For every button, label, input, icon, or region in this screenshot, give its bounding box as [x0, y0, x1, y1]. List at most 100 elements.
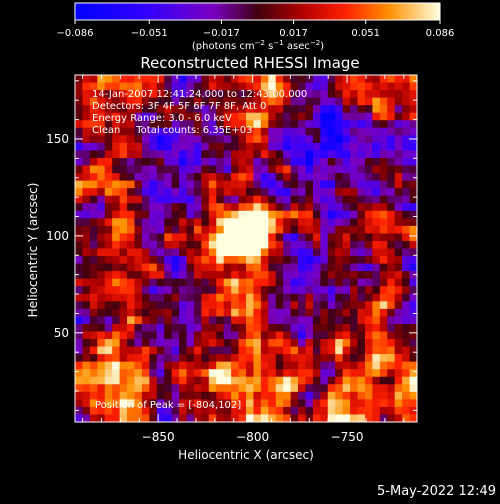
heatmap-cell — [275, 271, 284, 280]
heatmap-cell — [193, 112, 202, 121]
heatmap-cell — [246, 173, 255, 182]
heatmap-cell — [119, 135, 128, 144]
heatmap-cell — [201, 271, 210, 280]
heatmap-cell — [275, 256, 284, 265]
heatmap-cell — [89, 112, 98, 121]
heatmap-cell — [97, 82, 106, 91]
heatmap-cell — [201, 210, 210, 219]
heatmap-cell — [112, 97, 121, 106]
heatmap-cell — [141, 82, 150, 91]
heatmap-cell — [394, 105, 403, 114]
heatmap-cell — [342, 354, 351, 363]
heatmap-cell — [350, 142, 359, 152]
heatmap-cell — [238, 384, 247, 393]
heatmap-cell — [238, 339, 247, 348]
heatmap-cell — [238, 75, 247, 84]
heatmap-cell — [164, 188, 173, 197]
heatmap-cell — [238, 271, 247, 280]
heatmap-cell — [327, 278, 336, 287]
heatmap-cell — [320, 316, 329, 325]
heatmap-cell — [156, 256, 165, 265]
heatmap-cell — [379, 293, 388, 302]
heatmap-cell — [342, 90, 351, 99]
heatmap-cell — [379, 331, 388, 340]
heatmap-cell — [208, 271, 217, 280]
heatmap-cell — [186, 127, 195, 136]
heatmap-cell — [171, 278, 180, 287]
heatmap-cell — [156, 90, 165, 99]
heatmap-cell — [112, 195, 121, 204]
heatmap-cell — [149, 406, 158, 416]
heatmap-cell — [104, 218, 113, 227]
heatmap-cell — [164, 301, 173, 310]
heatmap-cell — [75, 263, 84, 272]
heatmap-cell — [134, 120, 143, 129]
heatmap-cell — [216, 346, 225, 355]
heatmap-cell — [364, 271, 373, 280]
heatmap-cell — [350, 316, 359, 325]
heatmap-cell — [82, 414, 91, 422]
heatmap-cell — [156, 346, 165, 355]
heatmap-cell — [238, 278, 247, 287]
heatmap-cell — [179, 376, 188, 385]
heatmap-cell — [402, 354, 411, 363]
heatmap-cell — [305, 293, 314, 302]
x-axis-ticks: −850 −800 −750 — [82, 75, 405, 444]
heatmap-cell — [327, 150, 336, 159]
heatmap-cell — [201, 278, 210, 287]
heatmap-cell — [97, 97, 106, 106]
heatmap-cell — [216, 339, 225, 348]
heatmap-cell — [320, 391, 329, 400]
heatmap-cell — [335, 369, 344, 378]
heatmap-cell — [201, 248, 210, 257]
heatmap-cell — [179, 105, 188, 114]
heatmap-cell — [335, 233, 344, 242]
heatmap-cell — [156, 180, 165, 189]
heatmap-cell — [104, 248, 113, 257]
heatmap-cell — [409, 301, 417, 310]
heatmap-cell — [89, 90, 98, 99]
heatmap-cell — [327, 376, 336, 385]
heatmap-cell — [186, 406, 195, 416]
heatmap-cell — [342, 361, 351, 370]
heatmap-cell — [335, 316, 344, 325]
heatmap-cell — [335, 376, 344, 385]
heatmap-cell — [290, 225, 299, 235]
heatmap-cell — [97, 361, 106, 370]
heatmap-cell — [104, 135, 113, 144]
heatmap-cell — [320, 180, 329, 189]
heatmap-cell — [119, 127, 128, 136]
heatmap-cell — [238, 233, 247, 242]
heatmap-cell — [119, 271, 128, 280]
heatmap-cell — [156, 414, 165, 422]
heatmap-cell — [193, 308, 202, 317]
heatmap-cell — [134, 105, 143, 114]
heatmap-cell — [312, 97, 321, 106]
heatmap-cell — [305, 135, 314, 144]
heatmap-cell — [357, 301, 366, 310]
heatmap-cell — [179, 391, 188, 400]
heatmap-cell — [290, 323, 299, 333]
heatmap-cell — [127, 112, 136, 121]
heatmap-cell — [193, 361, 202, 370]
heatmap-cell — [372, 278, 381, 287]
heatmap-cell — [238, 105, 247, 114]
heatmap-cell — [394, 354, 403, 363]
heatmap-cell — [372, 331, 381, 340]
heatmap-cell — [357, 293, 366, 302]
heatmap-cell — [379, 112, 388, 121]
heatmap-cell — [208, 399, 217, 408]
heatmap-cell — [357, 339, 366, 348]
heatmap-cell — [171, 414, 180, 422]
heatmap-cell — [298, 399, 307, 408]
heatmap-cell — [350, 391, 359, 400]
heatmap-cell — [298, 248, 307, 257]
heatmap-cell — [246, 414, 255, 422]
heatmap-cell — [305, 188, 314, 197]
heatmap-cell — [201, 120, 210, 129]
heatmap-cell — [260, 293, 269, 302]
heatmap-cell — [164, 135, 173, 144]
heatmap-cell — [171, 256, 180, 265]
heatmap-cell — [193, 105, 202, 114]
heatmap-cell — [394, 391, 403, 400]
